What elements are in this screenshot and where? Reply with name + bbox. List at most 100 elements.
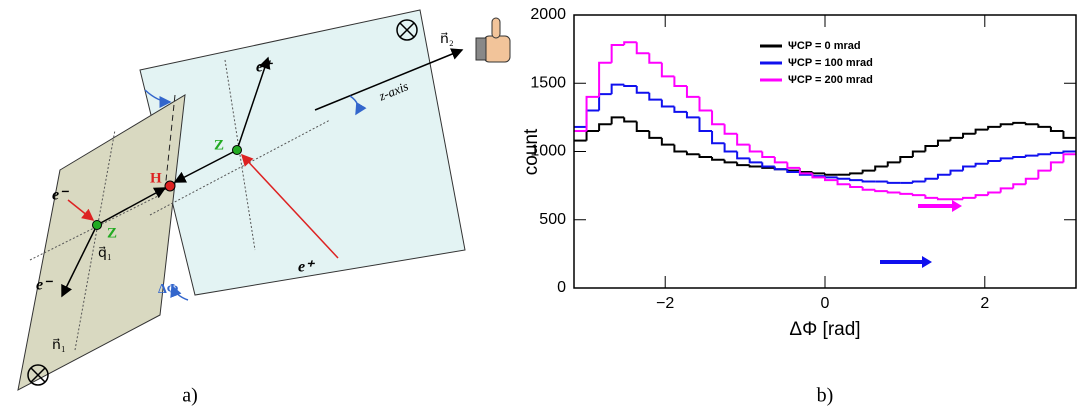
label: e⁻	[52, 187, 69, 204]
diagram: e⁺ e⁺ e⁻ e⁻ Z Z H q⃗₁ ΔΦ n⃗₁ n⃗₂ z-axis	[17, 9, 511, 391]
z-point	[92, 220, 102, 230]
histogram-step	[1049, 161, 1064, 171]
histogram-step	[924, 145, 938, 152]
histogram-step	[1049, 126, 1064, 133]
histogram-step	[698, 117, 713, 133]
histogram-step	[1062, 150, 1076, 153]
histogram-step	[585, 109, 600, 127]
rotation-arrow	[349, 95, 367, 116]
x-tick-label: 2	[980, 295, 989, 312]
histogram-step	[999, 157, 1014, 162]
histogram-step	[673, 106, 687, 113]
histogram-step	[1049, 151, 1064, 155]
histogram-step	[849, 184, 863, 188]
histogram-step	[673, 76, 687, 87]
y-tick-label: 1000	[530, 143, 566, 160]
histogram-step	[1024, 122, 1039, 126]
histogram-step	[660, 99, 675, 108]
histogram-step	[962, 165, 976, 171]
histogram-step	[598, 123, 612, 132]
histogram-step	[786, 169, 800, 172]
axis-line	[74, 129, 116, 351]
histogram-step	[861, 169, 876, 174]
rotation-arrow	[144, 89, 172, 108]
label: H	[150, 170, 162, 186]
histogram-step	[1037, 169, 1051, 179]
histogram-step	[886, 161, 901, 167]
histogram-step	[987, 160, 1001, 164]
histogram-step	[911, 150, 926, 157]
histogram-step	[685, 85, 700, 98]
arrow	[96, 187, 167, 226]
histogram-step	[798, 170, 813, 173]
histogram-step	[635, 85, 650, 94]
caption: a)	[182, 385, 198, 407]
arrow	[173, 149, 238, 183]
plot-frame	[573, 14, 1077, 289]
histogram-step	[849, 172, 863, 175]
histogram-step	[836, 177, 851, 180]
histogram-step	[685, 111, 700, 119]
histogram-step	[736, 151, 750, 160]
histogram-step	[673, 144, 687, 153]
histogram-step	[987, 191, 1001, 196]
histogram-step	[911, 180, 926, 183]
histogram-step	[974, 128, 989, 134]
histogram-step	[987, 125, 1001, 130]
histogram-step	[1037, 153, 1051, 156]
histogram-step	[748, 158, 763, 164]
annotation-arrow-head	[922, 256, 932, 268]
y-axis-label: count	[521, 128, 542, 175]
label: n⃗₂	[440, 32, 454, 47]
histogram-step	[761, 162, 775, 168]
histogram-step	[748, 165, 763, 168]
histogram-step	[648, 92, 662, 101]
histogram-step	[711, 156, 725, 161]
histogram-step	[736, 133, 750, 146]
caption: b)	[817, 385, 834, 407]
label: q⃗₁	[98, 246, 112, 261]
histogram-step	[936, 139, 951, 147]
rotation-arrow	[170, 284, 189, 301]
histogram-step	[1012, 183, 1026, 189]
histogram-step	[811, 171, 825, 175]
histogram-step	[974, 194, 989, 198]
histogram-step	[786, 169, 800, 173]
label: e⁺	[256, 59, 273, 76]
histogram-step	[1012, 121, 1026, 125]
histogram-step	[723, 159, 738, 164]
histogram-step	[648, 131, 662, 139]
thumb-icon	[475, 17, 511, 63]
h-point	[164, 180, 176, 192]
histogram-step	[685, 151, 700, 156]
histogram-step	[1024, 154, 1039, 157]
histogram-step	[874, 189, 888, 193]
histogram-step	[899, 155, 913, 163]
histogram-step	[748, 144, 763, 153]
histogram-step	[1024, 177, 1039, 185]
label: Z	[214, 137, 224, 153]
histogram-step	[886, 191, 901, 194]
axis-line	[224, 59, 256, 251]
plane-right	[139, 9, 466, 296]
label: e⁺	[298, 259, 315, 276]
histogram-step	[936, 197, 951, 201]
histogram-step	[1062, 131, 1076, 139]
histogram-step	[1037, 124, 1051, 128]
label: ΔΦ	[158, 282, 179, 297]
histogram-step	[610, 44, 625, 63]
histogram-step	[1012, 155, 1026, 159]
chart: count ΔΦ [rad] 0 500 1000 1500 2000 −2 0 2 ΨCP =…	[521, 6, 1077, 340]
y-tick-label: 0	[557, 279, 566, 296]
histogram-step	[924, 177, 938, 182]
histogram-step	[660, 137, 675, 146]
histogram-step	[711, 131, 725, 145]
histogram-step	[723, 143, 738, 153]
histogram-step	[949, 169, 964, 175]
label: n⃗₁	[52, 338, 66, 353]
histogram-step	[648, 53, 662, 64]
arrow	[240, 153, 339, 259]
histogram-step	[811, 174, 825, 178]
histogram-step	[773, 166, 788, 171]
